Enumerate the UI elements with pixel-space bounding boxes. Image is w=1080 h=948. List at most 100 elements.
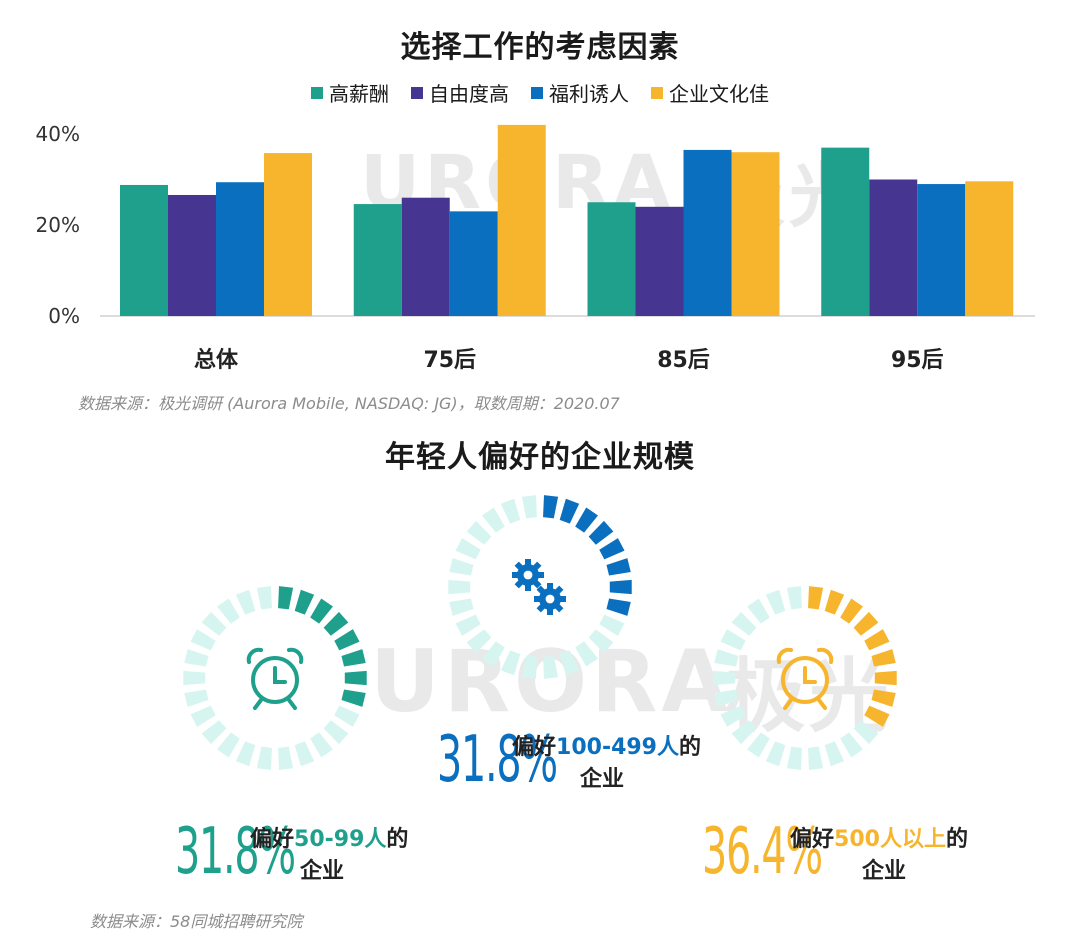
dial-segment xyxy=(294,741,315,767)
legend-swatch xyxy=(531,86,543,99)
chart-source: 数据来源：极光调研 (Aurora Mobile, NASDAQ: JG)，取数… xyxy=(78,394,620,413)
dial-segment xyxy=(455,538,481,560)
legend-label: 企业文化佳 xyxy=(669,82,769,106)
dial-segment xyxy=(840,598,863,624)
dial-segment xyxy=(824,589,845,615)
dial-segment xyxy=(184,649,209,667)
pct-500-plus: 36.4% xyxy=(702,815,823,889)
legend-item: 企业文化佳 xyxy=(651,78,769,107)
dial-segment xyxy=(482,641,505,667)
dial-segment xyxy=(864,705,890,727)
bar xyxy=(731,152,780,316)
dial-segment xyxy=(747,732,770,758)
dial-2 xyxy=(713,586,897,770)
legend-label: 高薪酬 xyxy=(329,82,389,106)
dial-segment xyxy=(874,670,897,686)
dial-segment xyxy=(543,495,559,519)
bar xyxy=(587,202,636,316)
dial-segment xyxy=(310,598,333,624)
infographic-source: 数据来源：58同城招聘研究院 xyxy=(90,912,303,931)
x-tick-label: 85后 xyxy=(657,348,710,373)
dial-segment xyxy=(731,611,757,636)
dial-segment xyxy=(183,670,206,686)
dial-segment xyxy=(310,732,333,758)
dial-0 xyxy=(183,586,367,770)
pct-100-499: 31.8% xyxy=(437,723,558,797)
bar xyxy=(401,197,450,316)
bar xyxy=(869,179,918,316)
dial-segment xyxy=(217,732,240,758)
dial-1 xyxy=(448,495,632,679)
dial-segment xyxy=(559,650,580,676)
dial-segment xyxy=(521,655,537,679)
dial-segment xyxy=(217,598,240,624)
dial-segment xyxy=(256,586,272,610)
dial-segment xyxy=(871,689,896,707)
dial-segment xyxy=(713,670,736,686)
dial-segment xyxy=(294,589,315,615)
x-tick-label: 75后 xyxy=(423,348,476,373)
dial-segment xyxy=(747,598,770,624)
bar xyxy=(264,153,312,316)
dial-segment xyxy=(521,495,537,519)
bar xyxy=(497,124,546,317)
dial-segment xyxy=(575,641,598,667)
dial-segment xyxy=(235,589,256,615)
dial-segment xyxy=(256,746,272,770)
dial-segment xyxy=(588,629,614,654)
dial-segment xyxy=(864,629,890,651)
dial-segment xyxy=(323,611,349,636)
watermark-latin-2: URORA xyxy=(370,632,732,732)
dial-segment xyxy=(201,720,227,745)
bar xyxy=(821,147,870,316)
bar xyxy=(917,184,966,316)
bar xyxy=(635,206,684,316)
dial-segment xyxy=(871,649,896,667)
y-tick-label: 40% xyxy=(36,122,80,146)
dial-segment xyxy=(714,689,739,707)
legend-label: 自由度高 xyxy=(429,82,509,106)
bar-chart: 0% 20% 40% 总体 75后 85后 95后 xyxy=(36,122,1035,373)
dial-segment xyxy=(853,720,879,745)
alarm-clock-icon xyxy=(776,647,834,710)
dial-segment xyxy=(449,558,474,576)
dial-segment xyxy=(190,629,216,651)
bar xyxy=(353,204,402,316)
chart-legend: 高薪酬 自由度高 福利诱人 企业文化佳 xyxy=(0,78,1080,107)
dial-segment xyxy=(714,649,739,667)
dial-segment xyxy=(808,586,824,610)
legend-swatch xyxy=(411,86,423,99)
bar xyxy=(120,184,168,316)
dial-segment xyxy=(334,629,360,651)
pct-50-99: 31.8% xyxy=(175,815,296,889)
dial-segment xyxy=(599,614,625,636)
legend-item: 自由度高 xyxy=(411,78,509,107)
gears-icon xyxy=(512,559,566,615)
y-tick-label: 0% xyxy=(48,304,80,328)
dial-segment xyxy=(466,520,492,545)
legend-item: 福利诱人 xyxy=(531,78,629,107)
dial-segment xyxy=(575,507,598,533)
bar xyxy=(216,182,264,316)
dial-segment xyxy=(786,586,802,610)
dial-segment xyxy=(500,650,521,676)
dial-segment xyxy=(278,746,294,770)
dial-segment xyxy=(466,629,492,654)
alarm-clock-icon xyxy=(246,647,304,710)
dial-segment xyxy=(500,498,521,524)
dial-segment xyxy=(609,579,632,595)
dial-segment xyxy=(190,705,216,727)
legend-swatch xyxy=(311,86,323,99)
dial-segment xyxy=(720,705,746,727)
dial-segment xyxy=(235,741,256,767)
dial-segment xyxy=(606,558,631,576)
dial-segment xyxy=(599,538,625,560)
dial-segment xyxy=(559,498,580,524)
bar xyxy=(168,194,216,316)
dial-segment xyxy=(323,720,349,745)
legend-item: 高薪酬 xyxy=(311,78,389,107)
dial-segment xyxy=(184,689,209,707)
dial-segment xyxy=(278,586,294,610)
desc-500-plus: 偏好500人以上的 企业 xyxy=(790,827,968,884)
dial-segment xyxy=(482,507,505,533)
